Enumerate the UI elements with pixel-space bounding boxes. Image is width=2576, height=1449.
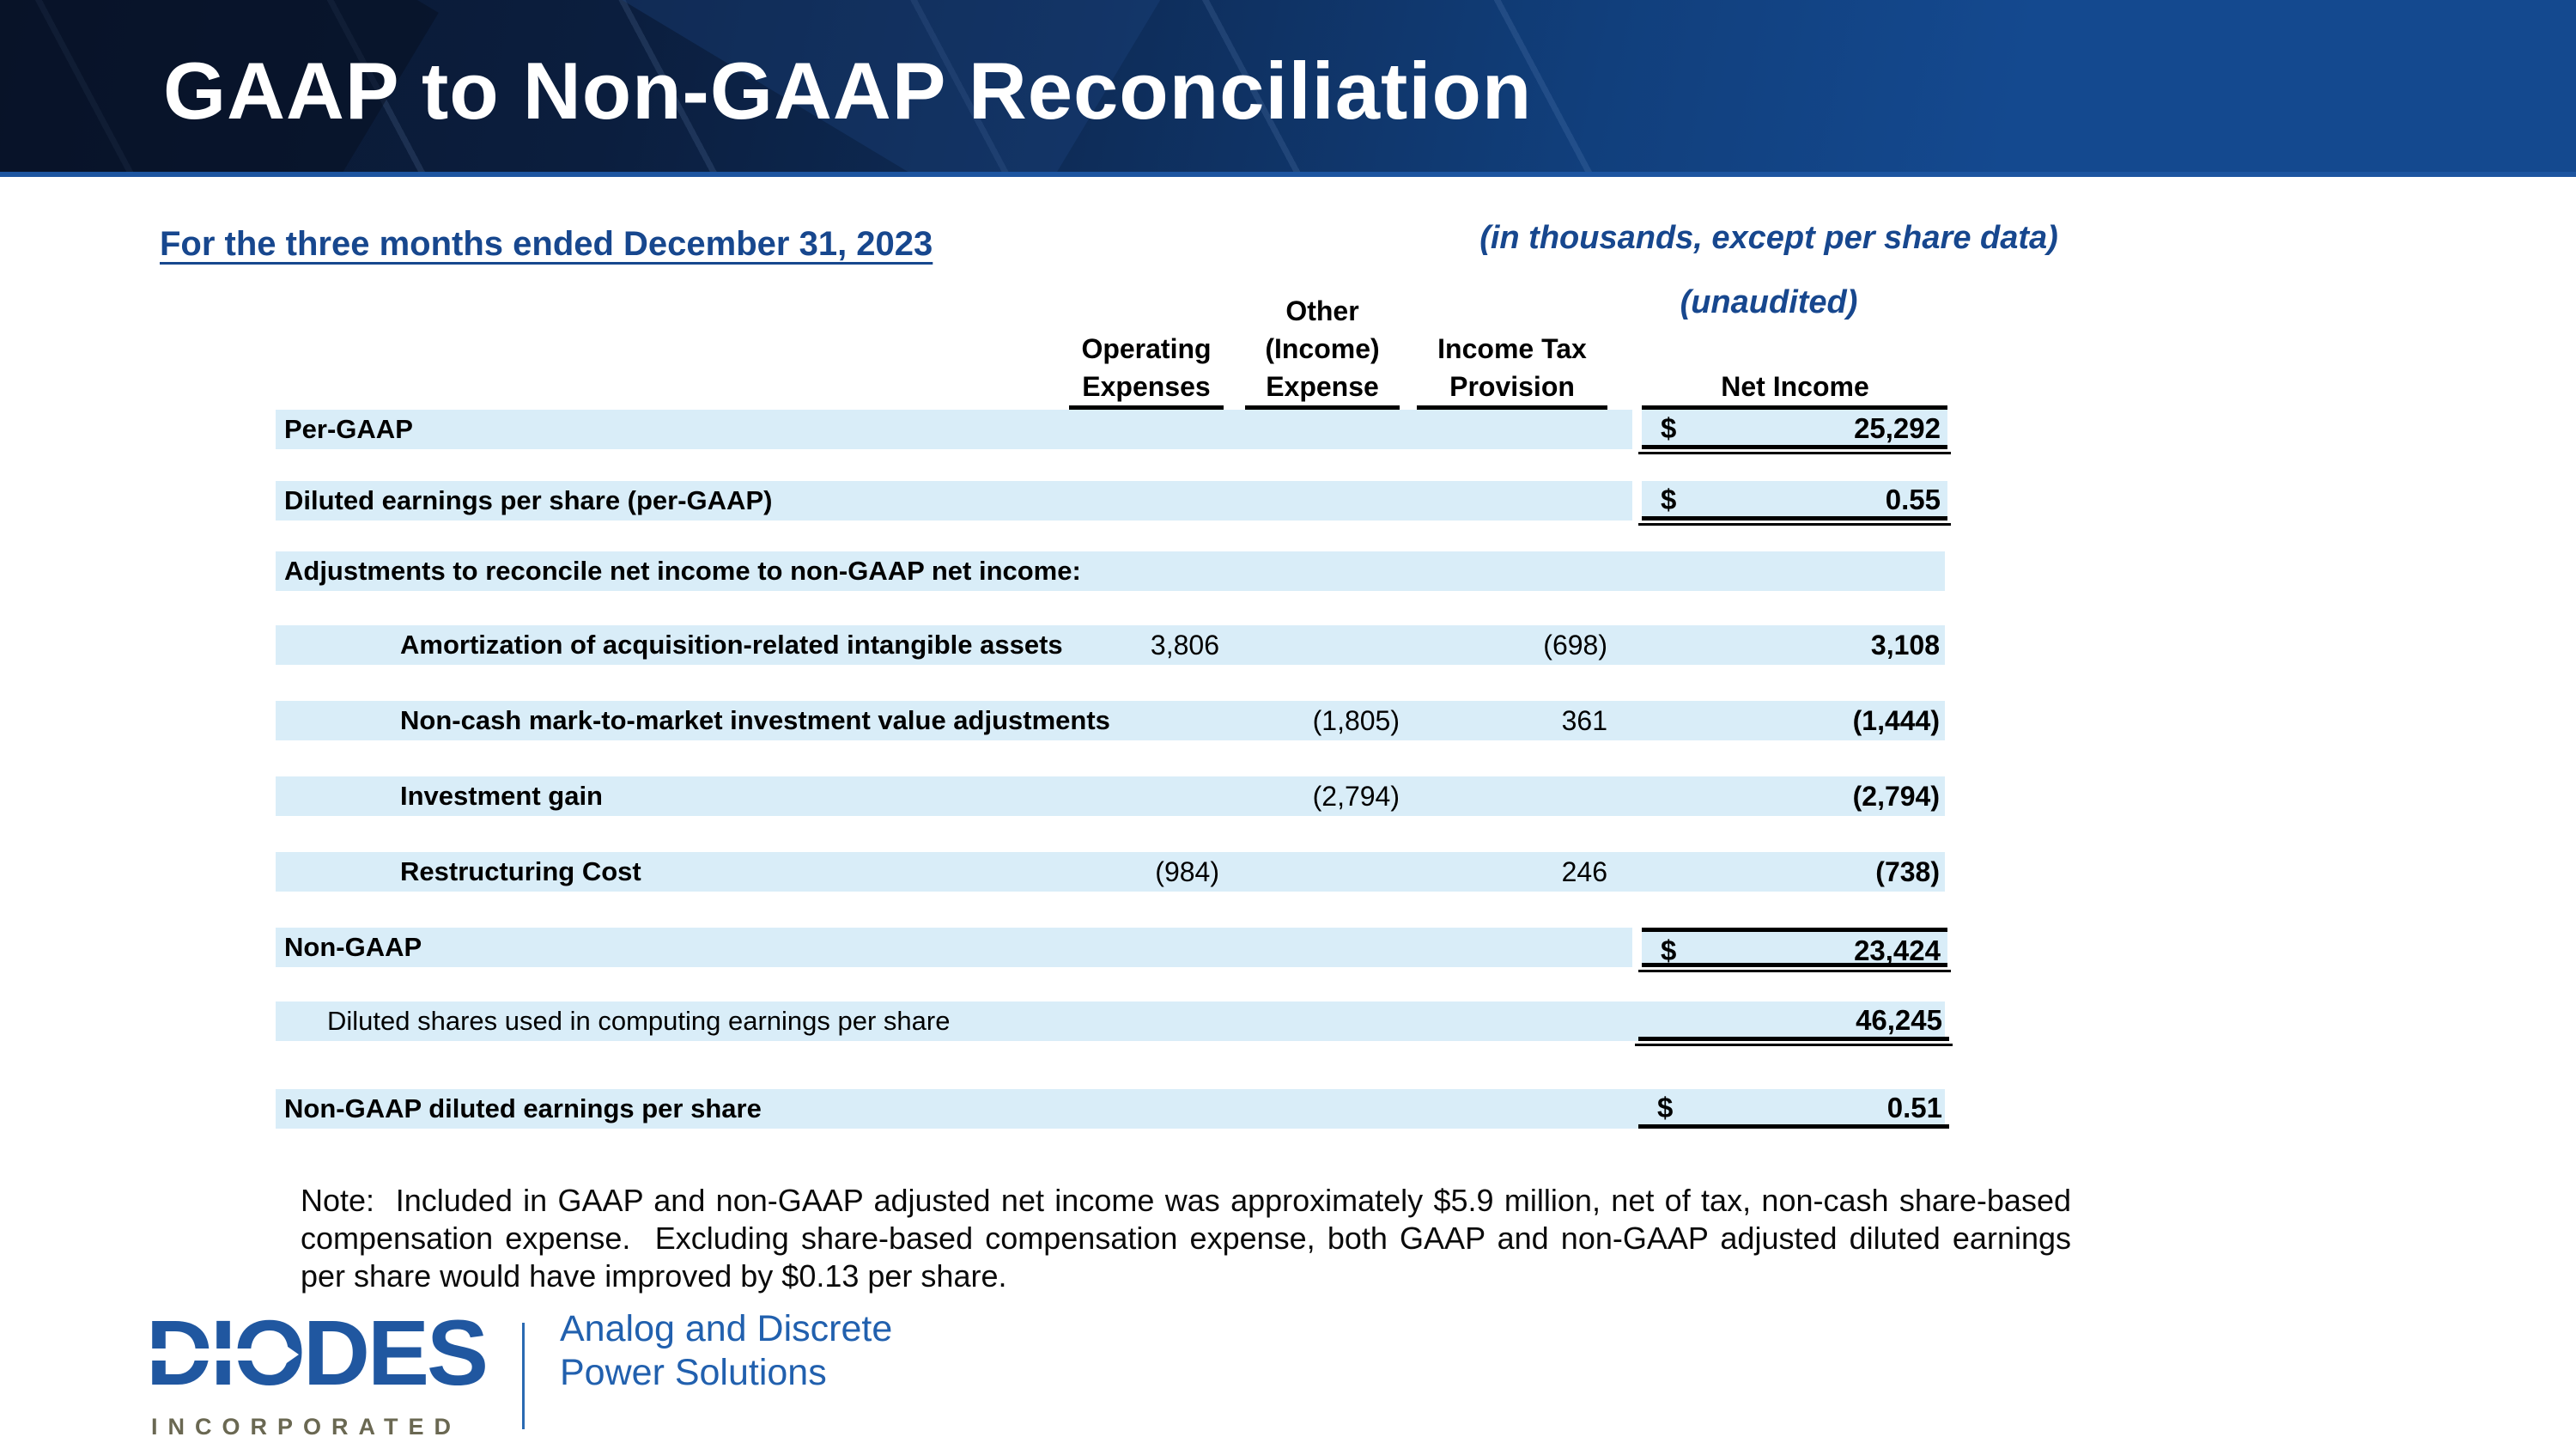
logo-tagline-line1: Analog and Discrete bbox=[560, 1308, 893, 1349]
table-row-investment-gain: Investment gain (2,794) (2,794) bbox=[276, 776, 1945, 816]
units-note: (in thousands, except per share data) (u… bbox=[1451, 220, 2087, 321]
double-underline bbox=[1638, 970, 1951, 972]
table-row-diluted-eps-gaap: Diluted earnings per share (per-GAAP) bbox=[276, 481, 1632, 521]
column-header-operating-expenses: Operating Expenses bbox=[1069, 330, 1224, 405]
net-income-cell-per-gaap: $ 25,292 bbox=[1638, 410, 1951, 454]
cell-operating-expenses: (984) bbox=[1155, 856, 1219, 887]
table-row-restructuring-cost: Restructuring Cost (984) 246 (738) bbox=[276, 852, 1945, 892]
cell-net-income: (1,444) bbox=[1852, 705, 1940, 736]
column-header-line: Operating bbox=[1081, 333, 1212, 364]
cell-operating-expenses: 3,806 bbox=[1150, 630, 1219, 661]
cell-net-income: 25,292 bbox=[1854, 412, 1941, 444]
cell-other-income-expense: (2,794) bbox=[1312, 781, 1400, 812]
logo-incorporated-label: INCORPORATED bbox=[151, 1414, 462, 1440]
footnote: Note: Included in GAAP and non-GAAP adju… bbox=[301, 1183, 2081, 1294]
column-header-line: Other bbox=[1285, 295, 1359, 326]
logo-divider bbox=[522, 1323, 525, 1429]
cell-income-tax-provision: (698) bbox=[1543, 630, 1607, 661]
logo-tagline: Analog and Discrete Power Solutions bbox=[560, 1307, 892, 1395]
cell-net-income: 0.51 bbox=[1886, 1092, 1942, 1123]
table-row-adjustments-heading: Adjustments to reconcile net income to n… bbox=[276, 551, 1945, 591]
logo-arrow-bar-icon bbox=[143, 1349, 273, 1361]
slide-title: GAAP to Non-GAAP Reconciliation bbox=[163, 46, 1533, 136]
column-header-line: Expense bbox=[1266, 371, 1379, 402]
dollar-sign: $ bbox=[1661, 935, 1677, 966]
dollar-sign: $ bbox=[1657, 1092, 1674, 1123]
row-label: Investment gain bbox=[400, 781, 603, 811]
cell-net-income: 23,424 bbox=[1854, 935, 1941, 966]
column-header-line: (Income) bbox=[1265, 333, 1380, 364]
header-underline-other-income-expense bbox=[1245, 405, 1400, 410]
cell-income-tax-provision: 361 bbox=[1561, 705, 1607, 736]
double-underline bbox=[1635, 1044, 1953, 1046]
row-label: Amortization of acquisition-related inta… bbox=[400, 630, 1063, 660]
cell-net-income: (738) bbox=[1875, 856, 1940, 887]
cell-net-income: (2,794) bbox=[1852, 781, 1940, 812]
header-underline-net-income bbox=[1642, 405, 1947, 410]
cell-income-tax-provision: 246 bbox=[1561, 856, 1607, 887]
net-income-cell-non-gaap: $ 23,424 bbox=[1638, 928, 1951, 972]
column-header-net-income: Net Income bbox=[1643, 368, 1947, 405]
header-underline-operating-expenses bbox=[1069, 405, 1224, 410]
column-header-income-tax-provision: Income Tax Provision bbox=[1417, 330, 1607, 405]
row-label: Adjustments to reconcile net income to n… bbox=[284, 556, 1081, 586]
logo-tagline-line2: Power Solutions bbox=[560, 1352, 827, 1393]
column-header-line: Expenses bbox=[1082, 371, 1211, 402]
double-underline bbox=[1638, 523, 1951, 526]
row-label: Non-cash mark-to-market investment value… bbox=[400, 705, 1110, 735]
column-header-line: Net Income bbox=[1721, 371, 1869, 402]
table-row-mark-to-market: Non-cash mark-to-market investment value… bbox=[276, 701, 1945, 740]
table-row-non-gaap-diluted-eps: Non-GAAP diluted earnings per share bbox=[276, 1089, 1945, 1129]
logo-arrow-head-icon bbox=[273, 1336, 299, 1373]
dollar-sign: $ bbox=[1661, 484, 1677, 515]
table-row-non-gaap: Non-GAAP bbox=[276, 928, 1632, 967]
cell-net-income: 0.55 bbox=[1885, 484, 1941, 515]
column-header-other-income-expense: Other (Income) Expense bbox=[1245, 292, 1400, 405]
net-income-cell-diluted-eps-gaap: $ 0.55 bbox=[1638, 481, 1951, 526]
table-row-amortization: Amortization of acquisition-related inta… bbox=[276, 625, 1945, 665]
dollar-sign: $ bbox=[1661, 412, 1677, 444]
row-label: Diluted earnings per share (per-GAAP) bbox=[284, 485, 773, 515]
title-banner: GAAP to Non-GAAP Reconciliation bbox=[0, 0, 2576, 177]
net-income-cell-non-gaap-diluted-eps: $ 0.51 bbox=[1638, 1089, 1949, 1129]
table-row-diluted-shares: Diluted shares used in computing earning… bbox=[276, 1002, 1945, 1041]
table-row-per-gaap: Per-GAAP bbox=[276, 410, 1632, 449]
cell-other-income-expense: (1,805) bbox=[1312, 705, 1400, 736]
units-note-line2: (unaudited) bbox=[1680, 284, 1858, 320]
row-label: Per-GAAP bbox=[284, 414, 413, 444]
header-underline-income-tax-provision bbox=[1417, 405, 1607, 410]
net-income-cell-diluted-shares: 46,245 bbox=[1635, 1002, 1953, 1046]
row-label: Restructuring Cost bbox=[400, 856, 641, 886]
row-label: Non-GAAP diluted earnings per share bbox=[284, 1093, 762, 1123]
column-header-line: Provision bbox=[1449, 371, 1575, 402]
period-heading: For the three months ended December 31, … bbox=[160, 225, 933, 263]
cell-net-income: 3,108 bbox=[1870, 630, 1940, 661]
double-underline bbox=[1638, 452, 1951, 454]
row-label: Diluted shares used in computing earning… bbox=[327, 1006, 951, 1036]
units-note-line1: (in thousands, except per share data) bbox=[1479, 220, 2058, 256]
cell-net-income: 46,245 bbox=[1856, 1004, 1942, 1036]
column-header-line: Income Tax bbox=[1437, 333, 1587, 364]
row-label: Non-GAAP bbox=[284, 932, 422, 962]
